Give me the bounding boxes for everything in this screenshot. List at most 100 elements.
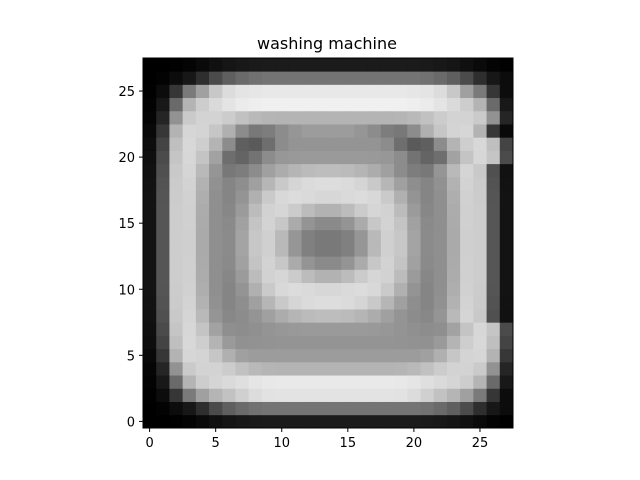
heatmap-cell: [367, 203, 382, 217]
heatmap-cell: [420, 256, 435, 270]
heatmap-cell: [222, 322, 236, 336]
heatmap-cell: [301, 229, 316, 244]
heatmap-cell: [248, 71, 263, 85]
heatmap-cell: [407, 256, 421, 270]
heatmap-cell: [486, 163, 501, 178]
heatmap-cell: [407, 243, 421, 257]
heatmap-cell: [248, 229, 263, 244]
heatmap-cell: [433, 322, 448, 336]
heatmap-cell: [486, 295, 501, 310]
heatmap-cell: [499, 269, 514, 284]
heatmap-cell: [328, 243, 342, 257]
heatmap-cell: [314, 401, 329, 416]
heatmap-cell: [169, 229, 184, 244]
heatmap-cell: [248, 375, 263, 389]
heatmap-cell: [301, 414, 316, 429]
heatmap-cell: [261, 361, 276, 376]
heatmap-cell: [328, 348, 342, 363]
heatmap-cell: [222, 71, 236, 85]
heatmap-cell: [460, 295, 474, 310]
heatmap-cell: [143, 124, 157, 138]
heatmap-cell: [222, 388, 236, 402]
heatmap-cell: [301, 322, 316, 336]
heatmap-cell: [156, 401, 170, 416]
heatmap-cell: [235, 216, 250, 231]
heatmap-cell: [433, 335, 448, 350]
heatmap-cell: [195, 375, 210, 389]
heatmap-cell: [407, 414, 421, 429]
heatmap-cell: [222, 269, 236, 284]
heatmap-cell: [354, 401, 369, 416]
heatmap-cell: [156, 203, 170, 217]
heatmap-cell: [235, 150, 250, 165]
heatmap-cell: [328, 269, 342, 284]
heatmap-cell: [169, 282, 184, 297]
heatmap-cell: [367, 256, 382, 270]
heatmap-cell: [394, 97, 408, 112]
heatmap-cell: [288, 163, 302, 178]
heatmap-cell: [235, 335, 250, 350]
heatmap-cell: [288, 71, 302, 85]
heatmap-cell: [209, 375, 223, 389]
heatmap-cell: [499, 124, 514, 138]
heatmap-cell: [261, 216, 276, 231]
heatmap-cell: [275, 269, 289, 284]
heatmap-cell: [235, 322, 250, 336]
heatmap-cell: [367, 190, 382, 204]
heatmap-cell: [473, 335, 487, 350]
heatmap-cell: [473, 414, 487, 429]
heatmap-cell: [473, 163, 487, 178]
heatmap-cell: [499, 216, 514, 231]
heatmap-cell: [195, 388, 210, 402]
heatmap-cell: [446, 401, 461, 416]
heatmap-cell: [394, 216, 408, 231]
heatmap-cell: [275, 229, 289, 244]
heatmap-cell: [314, 190, 329, 204]
heatmap-cell: [248, 348, 263, 363]
heatmap-cell: [261, 163, 276, 178]
heatmap-cell: [473, 309, 487, 323]
heatmap-cell: [460, 388, 474, 402]
heatmap-cell: [367, 124, 382, 138]
heatmap-cell: [261, 282, 276, 297]
heatmap-cell: [301, 348, 316, 363]
heatmap-cell: [420, 401, 435, 416]
heatmap-cell: [275, 176, 289, 191]
heatmap-cell: [222, 203, 236, 217]
heatmap-cell: [248, 216, 263, 231]
heatmap-cell: [460, 137, 474, 151]
heatmap-cell: [235, 124, 250, 138]
heatmap-cell: [156, 243, 170, 257]
heatmap-cell: [433, 190, 448, 204]
heatmap-cell: [328, 124, 342, 138]
heatmap-cell: [209, 282, 223, 297]
heatmap-cell: [341, 176, 355, 191]
heatmap-cell: [380, 229, 395, 244]
heatmap-cell: [407, 282, 421, 297]
heatmap-cell: [486, 150, 501, 165]
heatmap-cell: [156, 163, 170, 178]
heatmap-cell: [235, 269, 250, 284]
heatmap-cell: [499, 282, 514, 297]
heatmap-cell: [420, 243, 435, 257]
heatmap-cell: [407, 203, 421, 217]
heatmap-cell: [328, 375, 342, 389]
heatmap-cell: [182, 256, 197, 270]
heatmap-cell: [222, 176, 236, 191]
heatmap-cell: [486, 110, 501, 125]
heatmap-cell: [407, 388, 421, 402]
heatmap-cell: [354, 375, 369, 389]
heatmap-cell: [288, 216, 302, 231]
heatmap-cell: [420, 124, 435, 138]
heatmap-cell: [209, 348, 223, 363]
heatmap-cell: [195, 97, 210, 112]
heatmap-cell: [394, 414, 408, 429]
heatmap-cell: [301, 176, 316, 191]
heatmap-cell: [486, 58, 501, 72]
heatmap-cell: [433, 71, 448, 85]
heatmap-cell: [261, 176, 276, 191]
heatmap-cell: [143, 414, 157, 429]
heatmap-cell: [420, 414, 435, 429]
heatmap-cell: [288, 256, 302, 270]
